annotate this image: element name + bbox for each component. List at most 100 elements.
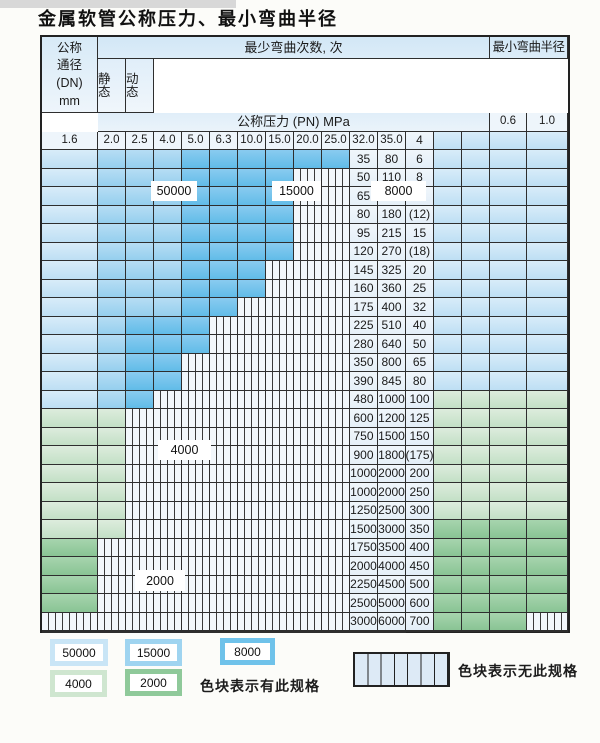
spec-cell-none (210, 483, 238, 502)
spec-cell-50000 (527, 168, 568, 187)
pn-column-header: 32.0 (350, 131, 378, 150)
dynamic-value-cell: 3000 (378, 520, 406, 539)
pn-column-header: 20.0 (294, 131, 322, 150)
spec-cell-8000 (238, 168, 266, 187)
static-value-cell: 2500 (350, 594, 378, 613)
spec-cell-none (266, 594, 294, 613)
spec-cell-50000 (462, 131, 490, 150)
spec-cell-none (266, 632, 294, 633)
spec-cell-15000 (98, 187, 126, 206)
spec-cell-8000 (238, 150, 266, 169)
dynamic-value-cell: 845 (378, 372, 406, 391)
spec-cell-50000 (42, 242, 98, 261)
spec-cell-4000 (42, 520, 98, 539)
spec-cell-none (294, 372, 322, 391)
spec-cell-50000 (434, 168, 462, 187)
spec-cell-none (294, 557, 322, 576)
spec-cell-2000 (462, 575, 490, 594)
spec-cell-4000 (98, 520, 126, 539)
dynamic-value-cell: 1000 (378, 390, 406, 409)
spec-cell-2000 (434, 520, 462, 539)
spec-cell-none (182, 390, 210, 409)
spec-cell-2000 (527, 575, 568, 594)
spec-cell-none (126, 612, 154, 631)
spec-cell-none (154, 501, 182, 520)
spec-cell-2000 (490, 612, 527, 631)
spec-cell-4000 (434, 409, 462, 428)
spec-cell-none (322, 187, 350, 206)
dn-cell: 25 (406, 279, 434, 298)
spec-cell-4000 (490, 427, 527, 446)
spec-cell-none (238, 557, 266, 576)
spec-cell-none (210, 409, 238, 428)
spec-cell-50000 (434, 131, 462, 150)
spec-cell-none (322, 631, 350, 632)
spec-cell-8000 (182, 316, 210, 335)
spec-cell-8000 (210, 168, 238, 187)
static-value-cell: 1750 (350, 538, 378, 557)
spec-cell-none (294, 427, 322, 446)
pn-column-header: 0.6 (490, 113, 527, 132)
spec-cell-8000 (210, 224, 238, 243)
static-value-cell: 175 (350, 298, 378, 317)
spec-cell-none (154, 390, 182, 409)
dynamic-value-cell: 2500 (378, 501, 406, 520)
pn-column-header: 1.6 (42, 131, 98, 150)
spec-cell-15000 (126, 187, 154, 206)
spec-cell-none (238, 446, 266, 465)
spec-cell-none (210, 464, 238, 483)
spec-cell-none (210, 390, 238, 409)
spec-cell-8000 (126, 316, 154, 335)
spec-cell-none (294, 632, 322, 633)
spec-cell-none (266, 612, 294, 631)
dn-cell: 600 (406, 594, 434, 613)
spec-cell-8000 (238, 261, 266, 280)
spec-cell-none (182, 575, 210, 594)
dn-cell: 250 (406, 483, 434, 502)
spec-cell-50000 (42, 372, 98, 391)
spec-cell-none (182, 632, 210, 633)
dynamic-value-cell: 2000 (378, 483, 406, 502)
spec-cell-4000 (42, 501, 98, 520)
spec-cell-none (154, 538, 182, 557)
spec-cell-none (294, 446, 322, 465)
spec-cell-none (238, 483, 266, 502)
spec-cell-none (238, 464, 266, 483)
spec-cell-none (266, 353, 294, 372)
static-value-cell: 280 (350, 335, 378, 354)
spec-cell-15000 (98, 279, 126, 298)
spec-cell-50000 (490, 372, 527, 391)
spec-cell-50000 (462, 298, 490, 317)
spec-cell-8000 (182, 298, 210, 317)
spec-cell-none (266, 427, 294, 446)
spec-cell-50000 (527, 261, 568, 280)
spec-cell-none (322, 224, 350, 243)
spec-cell-2000 (42, 557, 98, 576)
static-value-cell: 900 (350, 446, 378, 465)
dynamic-value-cell: 5000 (378, 594, 406, 613)
spec-cell-4000 (527, 390, 568, 409)
dn-cell: 450 (406, 557, 434, 576)
spec-cell-15000 (126, 168, 154, 187)
dynamic-value-cell: 1200 (378, 409, 406, 428)
spec-cell-2000 (434, 557, 462, 576)
spec-cell-50000 (434, 279, 462, 298)
spec-cell-none (154, 409, 182, 428)
spec-cell-4000 (434, 483, 462, 502)
spec-cell-2000 (42, 594, 98, 613)
spec-cell-none (266, 409, 294, 428)
spec-cell-15000 (98, 390, 126, 409)
spec-cell-none (238, 353, 266, 372)
spec-cell-none (294, 279, 322, 298)
spec-cell-4000 (527, 483, 568, 502)
spec-cell-none (210, 612, 238, 631)
legend-has-spec-text: 色块表示有此规格 (200, 678, 320, 694)
spec-cell-none (322, 298, 350, 317)
spec-cell-8000 (154, 372, 182, 391)
spec-cell-4000 (490, 483, 527, 502)
dn-cell: (175) (406, 446, 434, 465)
spec-cell-2000 (490, 538, 527, 557)
spec-cell-8000 (126, 372, 154, 391)
spec-cell-2000 (527, 520, 568, 539)
spec-cell-4000 (490, 446, 527, 465)
